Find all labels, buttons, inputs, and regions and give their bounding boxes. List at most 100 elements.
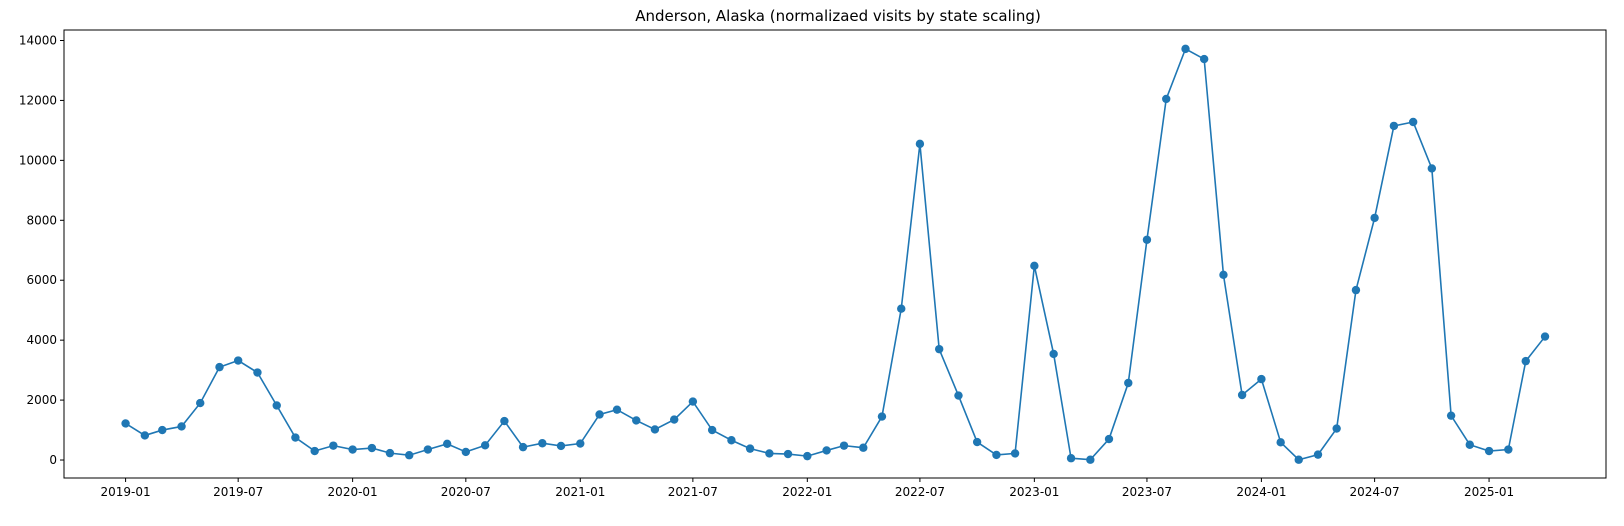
- data-point: [1219, 270, 1228, 280]
- data-point: [783, 449, 793, 459]
- data-point: [480, 441, 490, 450]
- x-tick-label: 2019-07: [213, 485, 263, 499]
- data-point: [1465, 440, 1474, 449]
- data-point: [367, 443, 377, 453]
- x-tick-label: 2019-01: [101, 485, 151, 499]
- x-tick-label: 2022-01: [782, 485, 832, 499]
- data-point: [1276, 438, 1285, 447]
- data-point: [1124, 378, 1133, 388]
- data-point: [612, 405, 622, 414]
- data-point: [1030, 261, 1039, 271]
- data-point: [1237, 390, 1247, 400]
- data-point: [915, 139, 925, 149]
- data-point: [1408, 117, 1418, 127]
- data-point: [1162, 94, 1171, 104]
- data-point: [253, 368, 262, 377]
- data-point: [385, 448, 395, 458]
- y-tick-label: 14000: [19, 33, 57, 47]
- data-point: [538, 439, 547, 448]
- x-tick-label: 2023-01: [1009, 485, 1059, 499]
- data-point: [576, 439, 585, 448]
- y-tick-label: 12000: [19, 93, 57, 107]
- data-point: [934, 344, 944, 354]
- series-line: [125, 47, 1546, 461]
- data-point: [556, 441, 566, 451]
- y-tick-label: 0: [49, 453, 57, 467]
- data-point: [1521, 356, 1530, 366]
- data-point: [859, 443, 868, 452]
- data-point: [1104, 434, 1114, 444]
- data-point: [745, 444, 755, 453]
- data-point: [1332, 424, 1341, 433]
- x-tick-label: 2021-01: [555, 485, 605, 499]
- data-point: [140, 431, 150, 440]
- data-point: [595, 410, 604, 419]
- data-point: [1257, 374, 1266, 384]
- x-tick-label: 2024-01: [1236, 485, 1286, 499]
- data-point: [670, 415, 679, 424]
- data-point: [461, 447, 471, 457]
- x-tick-label: 2022-07: [895, 485, 945, 499]
- y-tick-label: 8000: [26, 213, 57, 227]
- data-point: [839, 441, 849, 450]
- chart-title: Anderson, Alaska (normalizaed visits by …: [635, 7, 1041, 25]
- y-tick-label: 10000: [19, 153, 57, 167]
- x-tick-label: 2020-07: [441, 485, 491, 499]
- data-point: [310, 446, 319, 456]
- data-point: [518, 442, 528, 452]
- data-point: [954, 391, 963, 400]
- data-point: [632, 416, 641, 425]
- data-point: [405, 451, 414, 460]
- x-tick-label: 2021-07: [668, 485, 718, 499]
- y-tick-label: 6000: [26, 273, 57, 287]
- data-point: [233, 356, 243, 365]
- y-tick-label: 2000: [26, 393, 57, 407]
- data-point: [423, 445, 433, 454]
- data-point: [877, 412, 887, 421]
- x-tick-label: 2025-01: [1464, 485, 1514, 499]
- data-point: [121, 419, 130, 428]
- data-point: [1181, 44, 1190, 54]
- data-point: [1086, 455, 1095, 464]
- x-tick-label: 2023-07: [1122, 485, 1172, 499]
- data-point: [688, 397, 698, 406]
- data-point: [727, 436, 736, 445]
- data-point: [1142, 235, 1152, 244]
- data-point: [215, 362, 224, 372]
- data-point: [822, 446, 831, 455]
- axes-frame: [63, 29, 1607, 479]
- plot-area: 0 2000 4000 6000 8000 10000 12000 14000 2019-01 2…: [19, 29, 1607, 499]
- data-point: [1049, 349, 1058, 359]
- data-point: [177, 422, 186, 431]
- data-point: [803, 451, 812, 461]
- data-point: [1066, 454, 1076, 463]
- data-point: [765, 449, 774, 458]
- data-point: [1540, 332, 1550, 341]
- x-tick-label: 2024-07: [1350, 485, 1400, 499]
- data-point: [1484, 446, 1494, 456]
- data-point: [972, 437, 982, 447]
- data-point: [1446, 411, 1456, 420]
- data-point: [1504, 445, 1513, 454]
- x-tick-label: 2020-01: [328, 485, 378, 499]
- data-point: [1294, 455, 1303, 464]
- data-point: [442, 439, 452, 449]
- data-point: [348, 445, 357, 454]
- data-point: [1389, 121, 1399, 131]
- data-point: [1427, 164, 1437, 173]
- data-point: [158, 425, 167, 435]
- data-point: [992, 450, 1001, 460]
- data-point: [897, 304, 906, 313]
- data-point: [1313, 450, 1323, 459]
- data-point: [272, 401, 281, 410]
- data-point: [707, 425, 717, 435]
- data-point: [1010, 449, 1020, 458]
- data-point: [1351, 285, 1361, 295]
- data-point: [500, 416, 509, 426]
- data-point: [650, 425, 660, 434]
- data-point: [329, 441, 338, 450]
- data-point: [1370, 213, 1379, 223]
- data-point: [1199, 54, 1209, 64]
- data-point: [291, 433, 300, 442]
